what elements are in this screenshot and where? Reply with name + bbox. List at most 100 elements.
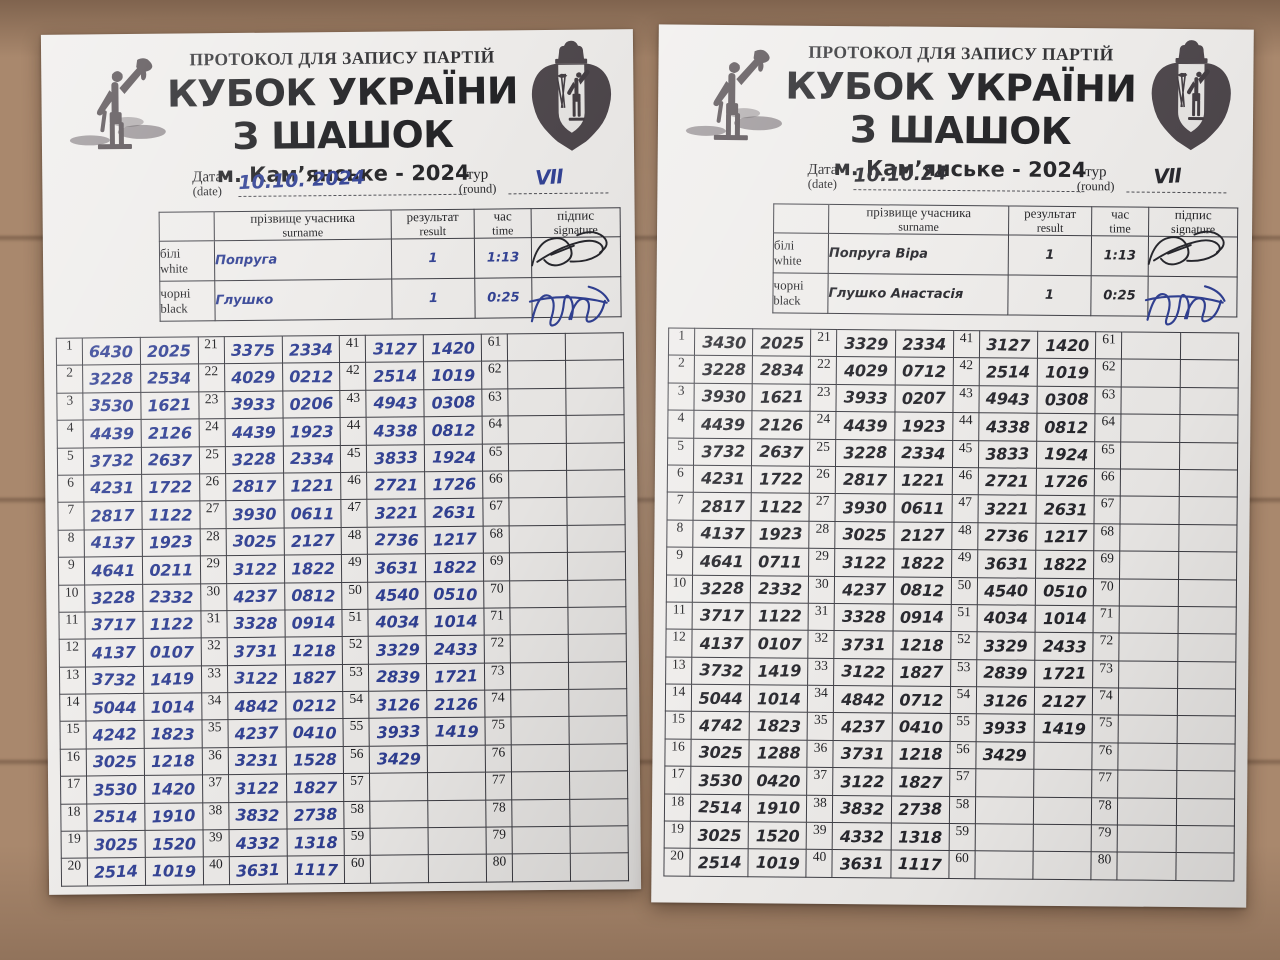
- move-black[interactable]: 1221: [894, 467, 953, 495]
- white-surname-field[interactable]: Попруга Віра: [828, 233, 1009, 275]
- move-black[interactable]: 1420: [1037, 331, 1097, 360]
- move-white[interactable]: 4034: [368, 608, 427, 637]
- move-white[interactable]: 3228: [692, 574, 751, 603]
- move-white[interactable]: 4237: [225, 581, 285, 612]
- move-black[interactable]: 1923: [894, 412, 953, 441]
- move-white[interactable]: 4137: [691, 629, 751, 658]
- move-white[interactable]: 3631: [977, 549, 1036, 578]
- move-white[interactable]: 4137: [84, 638, 144, 668]
- move-black[interactable]: 0711: [750, 547, 810, 576]
- move-black[interactable]: 1722: [141, 473, 200, 503]
- move-black[interactable]: [1175, 797, 1235, 827]
- move-white[interactable]: [512, 826, 571, 855]
- move-white[interactable]: [508, 415, 567, 444]
- move-black[interactable]: 0914: [892, 603, 952, 632]
- move-white[interactable]: [1118, 688, 1178, 716]
- move-black[interactable]: 1419: [749, 657, 809, 686]
- move-white[interactable]: 3429: [369, 745, 428, 774]
- move-black[interactable]: 1721: [426, 662, 486, 692]
- move-white[interactable]: 3631: [228, 855, 288, 886]
- move-black[interactable]: 1218: [891, 740, 950, 769]
- move-white[interactable]: [1117, 796, 1177, 827]
- move-black[interactable]: [567, 579, 627, 608]
- move-black[interactable]: 2126: [426, 690, 486, 719]
- move-white[interactable]: 3127: [979, 330, 1039, 360]
- move-white[interactable]: 4338: [366, 416, 425, 445]
- move-white[interactable]: 3832: [228, 801, 287, 830]
- move-black[interactable]: 1419: [427, 717, 486, 746]
- move-black[interactable]: [1177, 606, 1237, 635]
- move-black[interactable]: 1822: [283, 554, 343, 583]
- move-black[interactable]: 1520: [144, 829, 204, 858]
- move-white[interactable]: 3328: [226, 610, 285, 638]
- move-black[interactable]: 2334: [282, 444, 342, 474]
- move-black[interactable]: 1218: [284, 636, 343, 665]
- move-black[interactable]: [1033, 824, 1092, 853]
- move-black[interactable]: 2637: [141, 446, 200, 475]
- move-black[interactable]: 1122: [750, 602, 809, 631]
- move-white[interactable]: 3429: [975, 741, 1035, 770]
- move-white[interactable]: 4137: [83, 528, 143, 558]
- move-white[interactable]: 4641: [84, 556, 143, 585]
- move-black[interactable]: [1032, 850, 1092, 881]
- move-black[interactable]: 0206: [281, 389, 341, 420]
- move-white[interactable]: 2817: [693, 492, 752, 521]
- move-white[interactable]: 3832: [832, 794, 892, 824]
- move-black[interactable]: 1827: [891, 767, 950, 797]
- move-white[interactable]: [509, 552, 568, 581]
- move-black[interactable]: [567, 551, 626, 580]
- move-black[interactable]: [566, 497, 626, 525]
- move-black[interactable]: 1218: [143, 747, 203, 777]
- move-black[interactable]: [1179, 386, 1239, 416]
- move-black[interactable]: [1175, 825, 1235, 854]
- move-black[interactable]: [1033, 769, 1093, 798]
- move-white[interactable]: 3530: [690, 766, 750, 795]
- move-black[interactable]: 1827: [284, 663, 344, 693]
- move-black[interactable]: [1176, 743, 1236, 772]
- move-black[interactable]: 0812: [424, 416, 483, 445]
- move-white[interactable]: [370, 854, 430, 884]
- move-black[interactable]: 1014: [749, 684, 809, 713]
- move-black[interactable]: 0420: [748, 766, 808, 796]
- move-black[interactable]: [1034, 742, 1093, 770]
- move-white[interactable]: 4943: [978, 384, 1038, 415]
- move-black[interactable]: 1910: [748, 794, 808, 823]
- move-white[interactable]: [510, 661, 569, 691]
- move-black[interactable]: [566, 414, 625, 443]
- move-black[interactable]: 1318: [286, 828, 345, 857]
- move-black[interactable]: 0107: [143, 638, 202, 666]
- move-white[interactable]: [1121, 414, 1180, 443]
- move-white[interactable]: 3025: [86, 830, 146, 859]
- move-black[interactable]: 1419: [1033, 713, 1094, 744]
- move-black[interactable]: 1924: [1036, 439, 1096, 470]
- move-black[interactable]: [1177, 633, 1237, 663]
- move-black[interactable]: 1827: [286, 773, 345, 802]
- move-black[interactable]: 1420: [144, 775, 203, 803]
- move-white[interactable]: [511, 852, 571, 883]
- black-signature-field[interactable]: [531, 276, 622, 318]
- move-white[interactable]: 4540: [367, 580, 427, 610]
- move-black[interactable]: [1179, 414, 1238, 443]
- move-black[interactable]: [566, 469, 626, 499]
- move-black[interactable]: [570, 852, 629, 882]
- move-black[interactable]: 1019: [423, 361, 482, 390]
- move-black[interactable]: 1288: [749, 739, 808, 768]
- move-white[interactable]: 3530: [82, 391, 141, 421]
- move-black[interactable]: 1019: [1037, 358, 1097, 387]
- move-black[interactable]: [1178, 469, 1238, 498]
- move-white[interactable]: 4742: [690, 711, 750, 740]
- move-white[interactable]: [975, 769, 1034, 797]
- move-white[interactable]: 3732: [85, 665, 144, 695]
- move-white[interactable]: [509, 579, 569, 609]
- move-white[interactable]: 3631: [367, 553, 426, 582]
- move-black[interactable]: [1176, 715, 1236, 745]
- move-black[interactable]: [569, 771, 628, 799]
- black-time-field[interactable]: 0:25: [1090, 275, 1149, 317]
- move-white[interactable]: 3127: [365, 334, 424, 363]
- move-black[interactable]: [1178, 551, 1237, 580]
- move-white[interactable]: 2514: [689, 848, 749, 877]
- move-black[interactable]: 0107: [749, 629, 809, 659]
- move-white[interactable]: 3933: [368, 717, 428, 747]
- move-white[interactable]: [507, 387, 567, 417]
- move-black[interactable]: 0212: [282, 363, 341, 391]
